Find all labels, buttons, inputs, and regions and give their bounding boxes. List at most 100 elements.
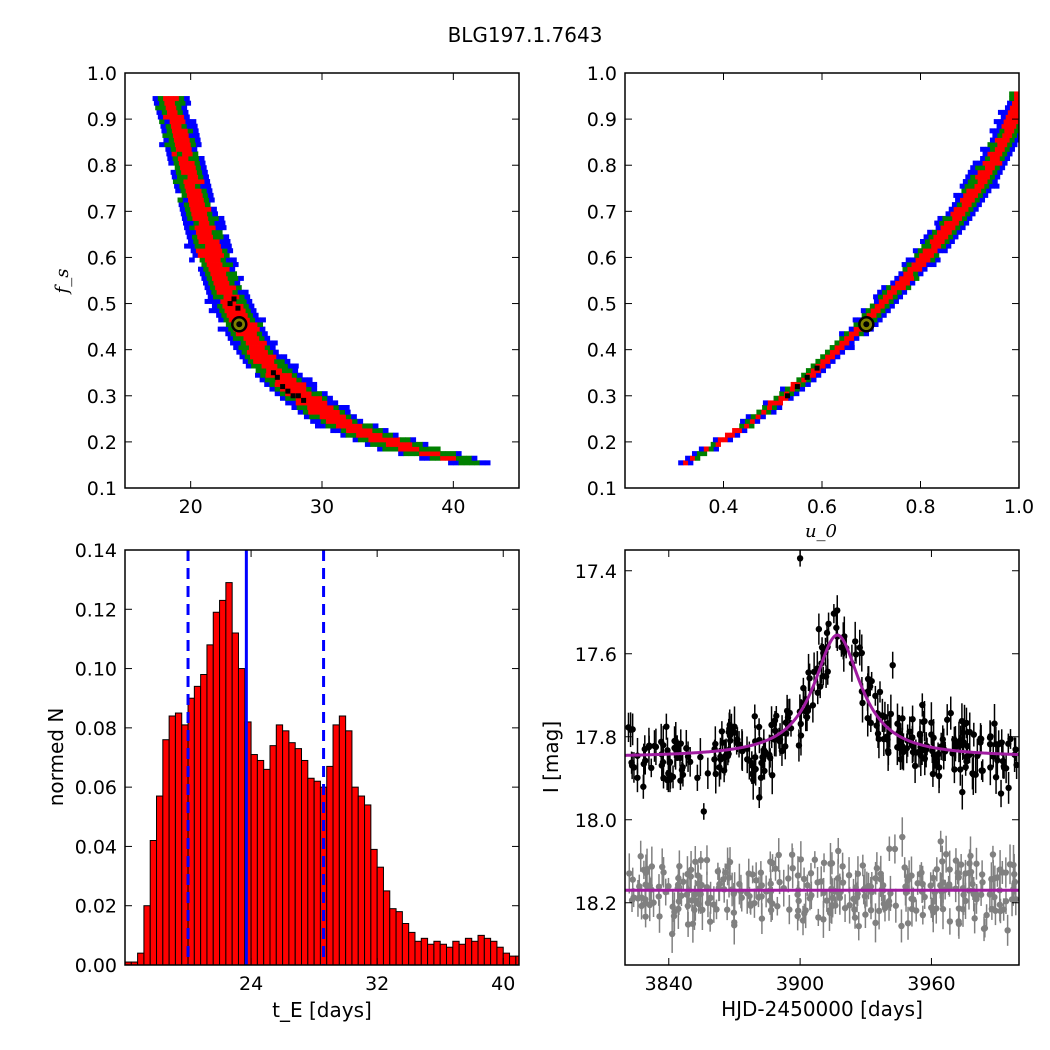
fs-vs-te-cell-308 — [244, 317, 251, 323]
fs-vs-te-cell-103 — [320, 418, 327, 424]
fs-vs-te-cell-122 — [302, 409, 309, 415]
fs-vs-te-cell-600 — [167, 132, 174, 138]
fs-vs-te-cell-16 — [461, 455, 467, 461]
fs-vs-te-cell-254 — [233, 345, 239, 351]
residual-point-299 — [697, 857, 705, 864]
fs-vs-u0-cell-206 — [912, 248, 919, 254]
fs-vs-te-cell-437 — [188, 239, 194, 245]
fs-vs-u0-cell-182 — [902, 266, 908, 272]
te-histogram-xtick-label-0: 24 — [239, 973, 263, 995]
fs-vs-te-cell-374 — [229, 280, 235, 286]
fs-vs-te-cell-46 — [380, 441, 387, 447]
fs-vs-u0-cell-273 — [956, 202, 963, 208]
fs-vs-u0-cell-422 — [1009, 96, 1015, 102]
fs-vs-te-cell-592 — [163, 137, 170, 143]
residual-point-261 — [747, 900, 754, 908]
fs-vs-u0-cell-286 — [963, 192, 969, 198]
fs-vs-u0-cell-301 — [979, 183, 985, 189]
te-histogram-bar-26 — [288, 742, 296, 965]
fs-vs-te-cell-55 — [352, 437, 359, 443]
residual-point-218 — [898, 922, 905, 930]
fs-vs-te-cell-53 — [417, 441, 424, 447]
fs-vs-te-cell-469 — [188, 220, 194, 226]
fs-vs-u0-cell-277 — [976, 202, 982, 208]
fs-vs-te-cell-345 — [246, 298, 253, 304]
light-curve-point-76 — [884, 747, 892, 755]
residual-point-166 — [1011, 870, 1018, 878]
fs-vs-u0-cell-157 — [887, 289, 893, 295]
fs-vs-te-cell-530 — [205, 183, 212, 189]
residual-point-211 — [774, 903, 781, 910]
fs-vs-te-cell-168 — [306, 391, 312, 397]
fs-vs-te-cell-438 — [193, 239, 199, 245]
fs-vs-u0-cell-220 — [924, 239, 931, 245]
light-curve-point-293 — [728, 724, 735, 732]
fs-vs-te-cell-626 — [190, 119, 197, 125]
fs-vs-te-cell-196 — [285, 377, 292, 383]
fs-vs-te-cell-267 — [256, 340, 262, 346]
light-curve-point-216 — [672, 738, 679, 745]
te-histogram-bar-53 — [458, 943, 466, 965]
fs-vs-te-cell-32 — [382, 446, 389, 452]
fs-vs-te-cell-229 — [247, 358, 254, 364]
fs-vs-u0-cell-393 — [1008, 119, 1014, 125]
fs-vs-u0-best-point-3 — [814, 365, 820, 371]
fs-vs-u0-cell-292 — [966, 188, 972, 194]
fs-vs-te-cell-161 — [327, 395, 333, 401]
fs-vs-te-cell-612 — [192, 128, 199, 134]
fs-vs-te-cell-52 — [412, 441, 418, 447]
fs-vs-te-cell-557 — [201, 165, 207, 171]
fs-vs-te-cell-234 — [274, 358, 280, 364]
fs-vs-u0-cell-318 — [994, 174, 1001, 180]
fs-vs-te-cell-182 — [269, 381, 276, 387]
residual-point-134 — [855, 922, 862, 930]
fs-vs-te-cell-576 — [187, 151, 194, 157]
fs-vs-u0-cell-6 — [691, 451, 698, 457]
fs-vs-te-cell-586 — [169, 142, 176, 148]
fs-vs-te-cell-190 — [311, 381, 318, 387]
fs-vs-u0-cell-202 — [919, 252, 925, 258]
fs-vs-te-cell-132 — [296, 405, 303, 411]
fs-vs-u0-cell-357 — [1004, 146, 1011, 152]
fs-vs-u0-cell-201 — [914, 252, 920, 258]
fs-vs-u0-cell-88 — [834, 354, 841, 360]
fs-vs-u0-cell-37 — [761, 409, 767, 415]
fs-vs-te-cell-349 — [223, 294, 230, 300]
fs-vs-te-cell-24 — [424, 451, 431, 457]
fs-vs-u0-cell-212 — [942, 248, 948, 254]
light-curve-point-133 — [997, 790, 1005, 797]
te-histogram-ylabel: normed N — [44, 708, 68, 807]
light-curve-point-157 — [957, 766, 964, 773]
light-curve-point-265 — [645, 742, 653, 749]
fs-vs-te-cell-31 — [377, 446, 383, 452]
residual-point-85 — [785, 875, 792, 882]
fs-vs-te-cell-268 — [261, 340, 268, 346]
te-histogram-bar-36 — [351, 786, 359, 965]
fs-vs-te-cell-174 — [279, 386, 286, 392]
fs-vs-te-cell-281 — [235, 331, 242, 337]
fs-vs-u0-cell-386 — [1006, 123, 1012, 129]
residual-point-262 — [839, 863, 846, 870]
fs-vs-te-cell-143 — [290, 400, 297, 406]
residual-point-233 — [707, 894, 714, 902]
residual-point-136 — [939, 905, 947, 913]
fs-vs-u0-cell-367 — [999, 137, 1006, 143]
fs-vs-te-cell-631 — [178, 114, 185, 120]
fs-vs-u0-cell-371 — [992, 132, 998, 138]
fs-vs-te-cell-521 — [196, 188, 202, 194]
fs-vs-te-cell-116 — [330, 414, 336, 420]
fs-vs-te-cell-198 — [296, 377, 303, 383]
fs-vs-u0-cell-333 — [972, 160, 979, 166]
fs-vs-u0-cell-267 — [953, 206, 959, 212]
light-curve-point-71 — [992, 773, 1000, 781]
fs-vs-u0-cell-131 — [876, 312, 882, 318]
fs-vs-u0-cell-380 — [1004, 128, 1010, 134]
fs-vs-u0-xtick-label-0: 0.4 — [708, 496, 738, 518]
fs-vs-u0-cell-3 — [685, 455, 691, 461]
fs-vs-u0-cell-232 — [953, 234, 959, 240]
fs-vs-te-cell-643 — [176, 105, 182, 111]
fs-vs-u0-cell-390 — [993, 119, 1000, 125]
fs-vs-te-cell-560 — [178, 160, 185, 166]
fs-vs-u0-cell-278 — [955, 197, 961, 203]
fs-vs-u0-cell-19 — [724, 432, 731, 438]
